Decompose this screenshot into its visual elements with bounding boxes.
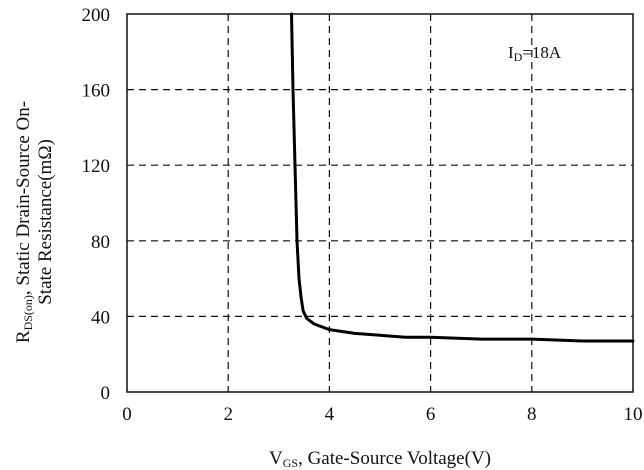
y-tick-label-80: 80 bbox=[91, 232, 110, 253]
x-tick-label-10: 10 bbox=[624, 404, 643, 425]
tick-labels: 0 2 4 6 8 10 0 40 80 120 160 200 bbox=[82, 5, 643, 425]
series-lines bbox=[290, 12, 635, 343]
x-axis-label-rest: , Gate-Source Voltage(V) bbox=[298, 448, 491, 469]
y-axis-label-group: RDS(on), Static Drain-Source On- State R… bbox=[13, 101, 56, 343]
y-axis-label-main: R bbox=[13, 330, 34, 343]
y-axis-label-rest: , Static Drain-Source On- bbox=[13, 101, 34, 295]
x-axis-label-sub: GS bbox=[283, 456, 298, 470]
annotation-main: I bbox=[508, 43, 514, 62]
x-tick-label-6: 6 bbox=[426, 404, 436, 425]
x-axis-label: VGS, Gate-Source Voltage(V) bbox=[269, 448, 491, 470]
x-tick-label-8: 8 bbox=[527, 404, 537, 425]
y-axis-label-sub: DS(on) bbox=[21, 295, 35, 330]
annotation-sub: D bbox=[514, 50, 523, 64]
y-tick-label-200: 200 bbox=[82, 5, 111, 26]
y-tick-label-120: 120 bbox=[82, 156, 111, 177]
x-tick-label-0: 0 bbox=[122, 404, 132, 425]
y-tick-label-40: 40 bbox=[91, 307, 110, 328]
annotation-rest: =18A bbox=[522, 43, 562, 62]
current-annotation: ID=18A bbox=[508, 43, 562, 64]
x-axis-label-main: V bbox=[269, 448, 283, 469]
y-tick-label-0: 0 bbox=[101, 383, 111, 404]
y-tick-label-160: 160 bbox=[82, 81, 111, 102]
x-tick-label-4: 4 bbox=[325, 404, 335, 425]
y-axis-label-line1: RDS(on), Static Drain-Source On- bbox=[13, 101, 35, 343]
y-axis-label-line2: State Resistance(mΩ) bbox=[35, 139, 56, 305]
series-line-0 bbox=[290, 12, 635, 343]
x-tick-label-2: 2 bbox=[223, 404, 233, 425]
plot-frame bbox=[126, 13, 634, 393]
